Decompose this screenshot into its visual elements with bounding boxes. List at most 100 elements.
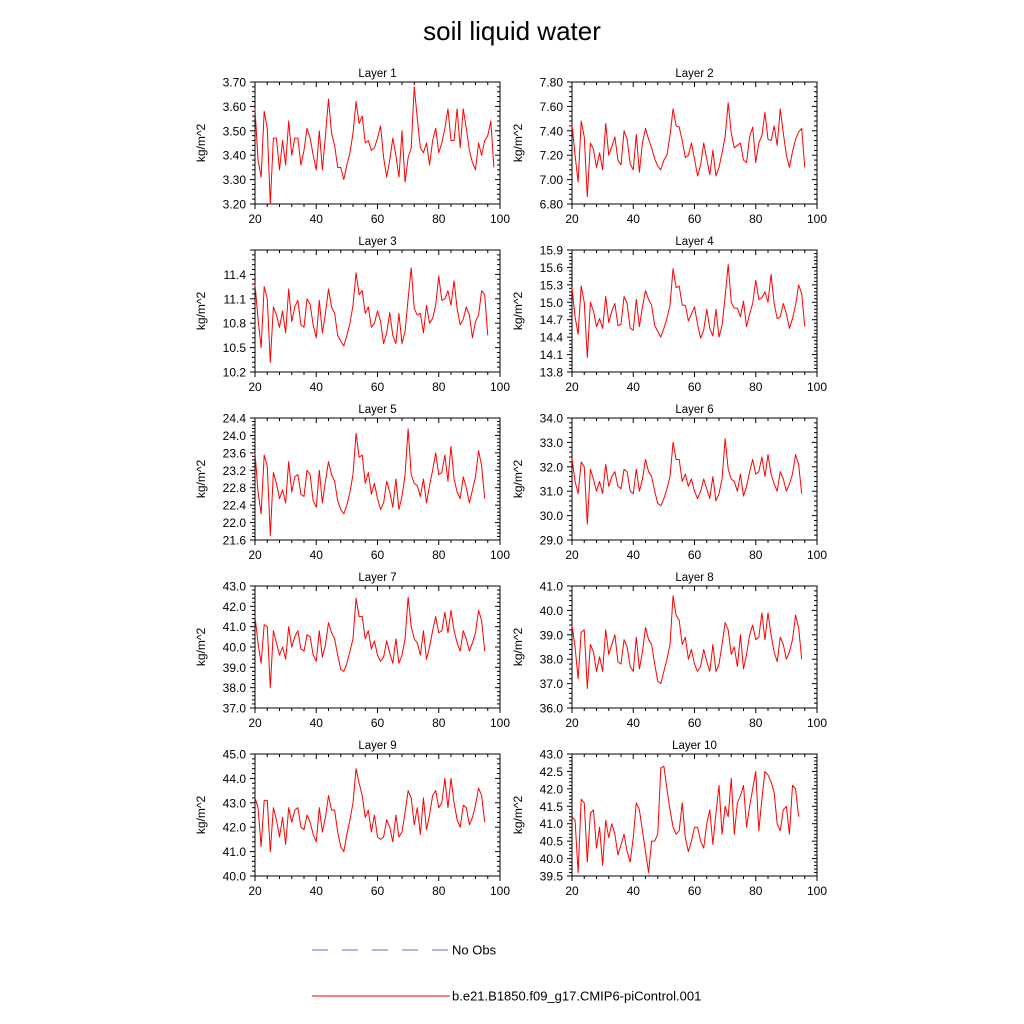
y-tick-label: 11.1: [224, 292, 247, 306]
y-tick-label: 7.80: [540, 76, 564, 90]
x-tick-label: 40: [627, 884, 641, 898]
panel-6: Layer 6 kg/m^2 20 40 60 80 100 29.0 30.0 31.0 32.0…: [511, 404, 827, 562]
y-tick-label: 40.0: [223, 641, 247, 655]
x-tick-label: 40: [310, 884, 324, 898]
y-tick-label: 23.2: [223, 464, 247, 478]
x-tick-label: 100: [807, 380, 827, 394]
series-line: [254, 768, 486, 853]
x-tick-label: 40: [310, 380, 324, 394]
y-tick-label: 3.40: [223, 149, 247, 163]
x-tick-label: 60: [688, 548, 702, 562]
x-tick-label: 100: [807, 716, 827, 730]
series-line: [571, 595, 803, 689]
series-line: [254, 86, 495, 205]
y-tick-label: 7.20: [540, 149, 564, 163]
y-tick-label: 13.8: [540, 366, 564, 380]
series-line: [571, 438, 803, 525]
series-line: [571, 264, 806, 358]
y-tick-label: 15.6: [540, 261, 564, 275]
x-tick-label: 40: [310, 212, 324, 226]
x-tick-label: 40: [627, 716, 641, 730]
y-tick-label: 39.0: [223, 661, 247, 675]
y-tick-label: 36.0: [540, 702, 564, 716]
y-tick-label: 10.5: [223, 341, 247, 355]
y-tick-label: 30.0: [540, 509, 564, 523]
y-tick-label: 3.20: [223, 198, 247, 212]
y-axis-label: kg/m^2: [194, 292, 208, 331]
y-tick-label: 29.0: [540, 534, 564, 548]
x-tick-label: 60: [371, 548, 385, 562]
panel-title: Layer 3: [358, 236, 396, 248]
y-tick-label: 44.0: [223, 772, 247, 786]
panel-title: Layer 5: [358, 404, 396, 416]
y-axis-label: kg/m^2: [194, 460, 208, 499]
y-tick-label: 40.0: [540, 852, 564, 866]
panel-7: Layer 7 kg/m^2 20 40 60 80 100 37.0 38.0 39.0 40.0…: [194, 572, 510, 730]
y-tick-label: 40.0: [540, 604, 564, 618]
x-tick-label: 20: [565, 380, 579, 394]
y-axis-label: kg/m^2: [194, 796, 208, 835]
y-tick-label: 24.4: [223, 412, 247, 426]
y-tick-label: 43.0: [223, 796, 247, 810]
x-tick-label: 40: [627, 548, 641, 562]
plot-frame: [571, 249, 818, 373]
y-tick-label: 37.0: [223, 702, 247, 716]
y-tick-label: 6.80: [540, 198, 564, 212]
y-tick-label: 14.4: [540, 331, 564, 345]
y-tick-label: 15.9: [540, 244, 564, 258]
x-tick-label: 60: [688, 212, 702, 226]
x-tick-label: 60: [371, 884, 385, 898]
panel-title: Layer 2: [675, 68, 713, 80]
x-tick-label: 60: [688, 380, 702, 394]
x-tick-label: 80: [432, 716, 446, 730]
x-tick-label: 80: [749, 716, 763, 730]
y-tick-label: 22.8: [223, 481, 247, 495]
y-tick-label: 21.6: [223, 534, 247, 548]
panel-4: Layer 4 kg/m^2 20 40 60 80 100 13.8 14.1 14.4 14.7…: [511, 236, 827, 394]
y-tick-label: 37.0: [540, 677, 564, 691]
y-tick-label: 40.5: [540, 835, 564, 849]
legend-label-no-obs: No Obs: [452, 943, 497, 958]
panel-title: Layer 9: [358, 740, 396, 752]
x-tick-label: 80: [749, 884, 763, 898]
x-tick-label: 20: [248, 716, 262, 730]
series-line: [254, 596, 486, 689]
plot-frame: [571, 585, 818, 709]
y-tick-label: 15.0: [540, 296, 564, 310]
panel-title: Layer 1: [358, 68, 396, 80]
y-tick-label: 3.30: [223, 173, 247, 187]
y-tick-label: 3.60: [223, 100, 247, 114]
y-tick-label: 39.0: [540, 628, 564, 642]
y-tick-label: 3.50: [223, 124, 247, 138]
panel-2: Layer 2 kg/m^2 20 40 60 80 100 6.80 7.00 7.20 7.40…: [511, 68, 827, 226]
plot-frame: [571, 81, 818, 205]
x-tick-label: 20: [565, 212, 579, 226]
y-tick-label: 23.6: [223, 446, 247, 460]
y-tick-label: 43.0: [540, 748, 564, 762]
y-axis-label: kg/m^2: [511, 124, 525, 163]
y-tick-label: 10.2: [223, 366, 247, 380]
y-tick-label: 7.60: [540, 100, 564, 114]
x-tick-label: 80: [432, 884, 446, 898]
y-tick-label: 24.0: [223, 429, 247, 443]
x-tick-label: 80: [749, 548, 763, 562]
y-tick-label: 43.0: [223, 580, 247, 594]
y-axis-label: kg/m^2: [511, 460, 525, 499]
y-tick-label: 42.0: [540, 782, 564, 796]
panel-title: Layer 10: [672, 740, 717, 752]
y-tick-label: 15.3: [540, 278, 564, 292]
legend: No Obs b.e21.B1850.f09_g17.CMIP6-piContr…: [312, 943, 701, 1004]
figure-title: soil liquid water: [423, 16, 601, 46]
x-tick-label: 60: [371, 716, 385, 730]
y-tick-label: 34.0: [540, 412, 564, 426]
x-tick-label: 20: [565, 884, 579, 898]
panel-title: Layer 4: [675, 236, 714, 248]
x-tick-label: 20: [565, 548, 579, 562]
y-tick-label: 41.0: [540, 817, 564, 831]
y-tick-label: 32.0: [540, 460, 564, 474]
panel-1: Layer 1 kg/m^2 20 40 60 80 100 3.20 3.30 3.40 3.50…: [194, 68, 510, 226]
y-tick-label: 42.5: [540, 765, 564, 779]
panel-title: Layer 6: [675, 404, 713, 416]
x-tick-label: 100: [490, 884, 510, 898]
